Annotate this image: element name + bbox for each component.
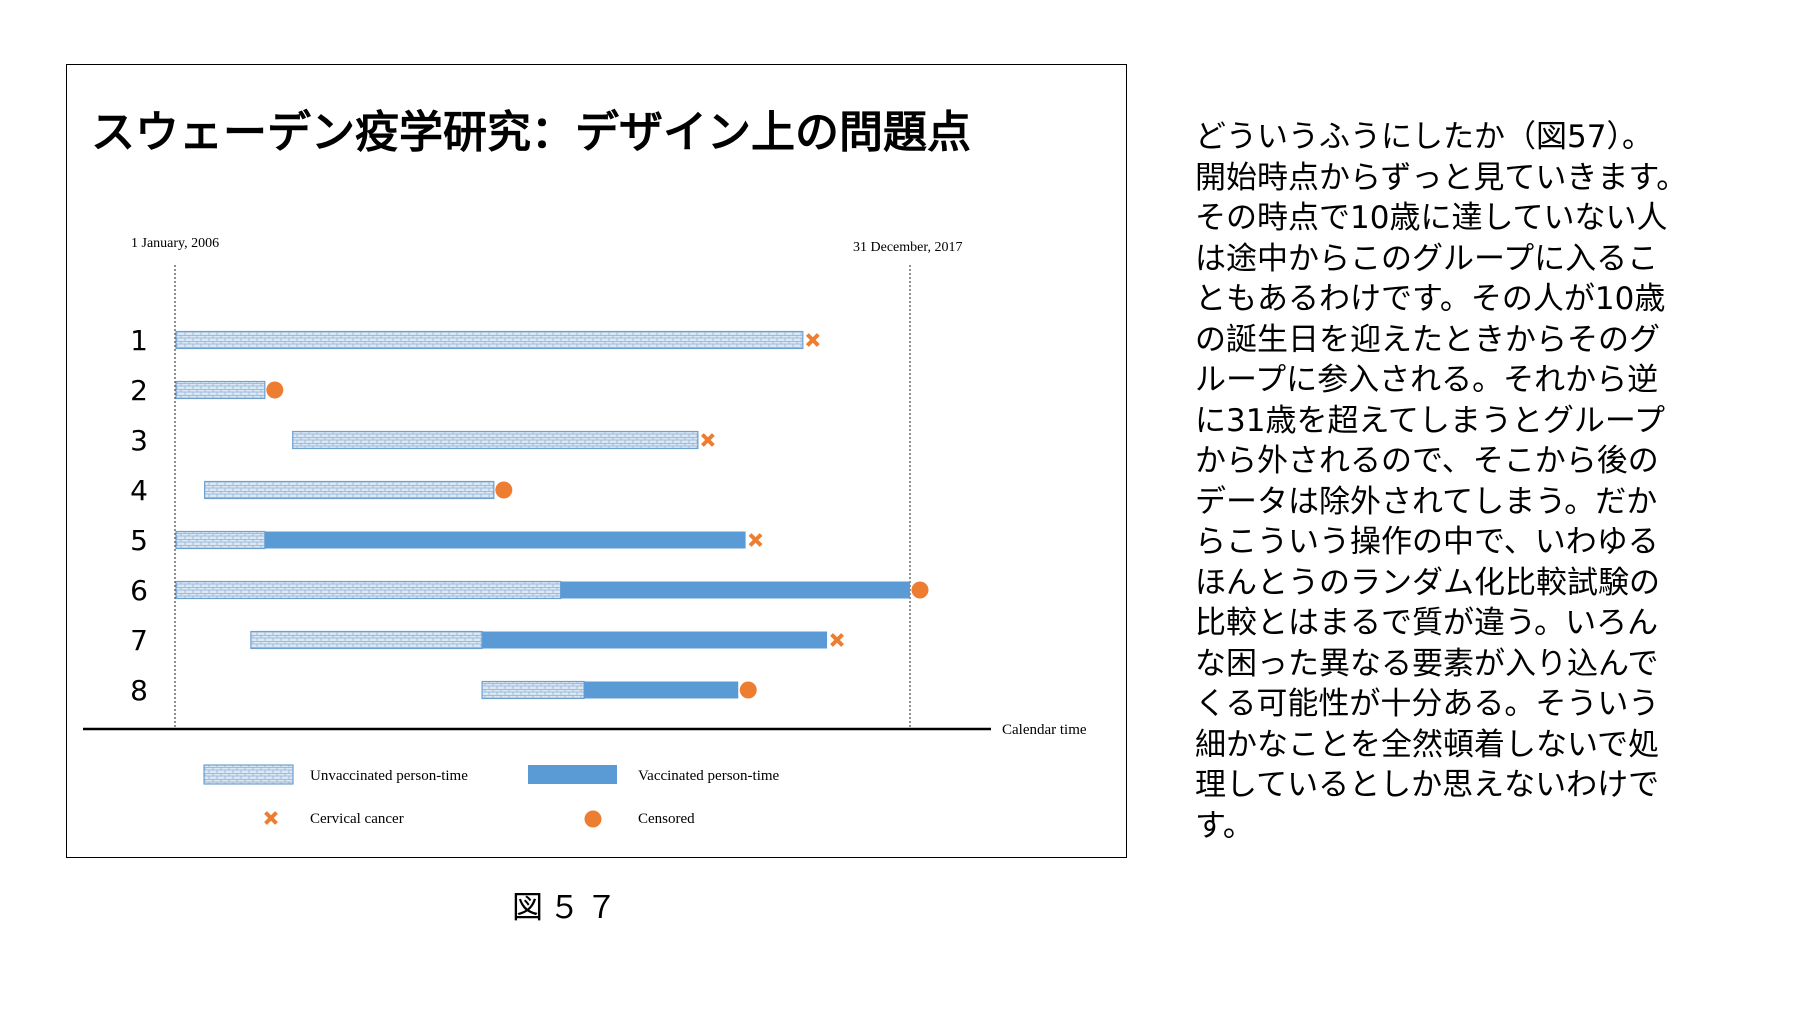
- text-line: の誕生日を迎えたときからそのグ: [1195, 321, 1660, 358]
- cervical-cancer-marker: [830, 633, 844, 647]
- text-line: らこういう操作の中で、いわゆる: [1195, 524, 1659, 560]
- unvaccinated-bar: [292, 430, 699, 450]
- unvaccinated-bar: [175, 380, 266, 400]
- axis-label: Calendar time: [1002, 722, 1087, 738]
- unvaccinated-bar: [481, 680, 585, 700]
- unvaccinated-bar: [204, 480, 495, 500]
- censored-marker: [495, 481, 513, 499]
- text-line: データは除外されてしまう。だか: [1195, 483, 1658, 520]
- cervical-cancer-marker: [748, 533, 763, 547]
- row-label: 1: [130, 324, 148, 357]
- row-label: 5: [130, 524, 148, 557]
- legend-cancer-label: Cervical cancer: [310, 811, 404, 827]
- legend: Unvaccinated person-time Vaccinated pers…: [203, 764, 780, 828]
- text-line: す。: [1195, 807, 1254, 844]
- unvaccinated-bar: [175, 530, 266, 550]
- vaccinated-bar: [482, 631, 828, 649]
- figure-caption: 図５７: [512, 890, 623, 926]
- figure-title: スウェーデン疫学研究：デザイン上の問題点: [91, 107, 971, 158]
- text-line: は途中からこのグループに入るこ: [1195, 240, 1659, 277]
- unvaccinated-bar: [250, 630, 483, 650]
- text-line: な困った異なる要素が入り込んで: [1195, 645, 1659, 682]
- figure-frame: スウェーデン疫学研究：デザイン上の問題点 1 January, 2006 31 …: [66, 64, 1127, 858]
- legend-unvaccinated-swatch: [203, 764, 294, 785]
- legend-vaccinated-swatch: [528, 765, 617, 784]
- row-label: 7: [130, 624, 148, 657]
- legend-censored-label: Censored: [638, 811, 695, 827]
- text-line: 理しているとしか思えないわけで: [1195, 767, 1660, 803]
- row-label: 3: [130, 424, 148, 457]
- text-line: ほんとうのランダム化比較試験の: [1195, 564, 1660, 601]
- censored-marker: [739, 681, 757, 699]
- legend-vaccinated-label: Vaccinated person-time: [638, 768, 780, 784]
- legend-unvaccinated-label: Unvaccinated person-time: [310, 768, 468, 784]
- text-line: に31歳を超えてしまうとグループ: [1195, 402, 1666, 439]
- row-label: 2: [130, 374, 148, 407]
- unvaccinated-bar: [175, 330, 804, 350]
- legend-cancer-marker: [264, 811, 278, 825]
- vaccinated-bar: [264, 531, 746, 549]
- text-line: その時点で10歳に達していない人: [1195, 200, 1668, 236]
- end-date-label: 31 December, 2017: [853, 240, 962, 255]
- text-line: 開始時点からずっと見ていきます。: [1195, 159, 1688, 196]
- censored-marker: [266, 381, 284, 399]
- timeline-diagram: 1 January, 2006 31 December, 2017 Calend…: [83, 236, 1087, 828]
- text-line: ループに参入される。それから逆: [1195, 362, 1659, 398]
- vaccinated-bar: [584, 681, 739, 699]
- start-date-label: 1 January, 2006: [131, 236, 219, 251]
- unvaccinated-bar: [175, 580, 562, 600]
- text-line: から外されるので、そこから後の: [1195, 443, 1659, 479]
- row-label: 4: [130, 474, 148, 507]
- row-label: 6: [130, 574, 148, 607]
- cervical-cancer-marker: [805, 333, 820, 347]
- vaccinated-bar: [560, 581, 910, 599]
- text-line: ともあるわけです。その人が10歳: [1195, 281, 1666, 317]
- text-line: 細かなことを全然頓着しないで処: [1195, 726, 1660, 763]
- text-line: どういうふうにしたか（図57）。: [1195, 119, 1653, 155]
- cervical-cancer-marker: [700, 433, 715, 447]
- text-line: 比較とはまるで質が違う。いろん: [1195, 605, 1659, 641]
- row-label: 8: [130, 674, 148, 707]
- censored-marker: [911, 581, 929, 599]
- text-line: くる可能性が十分ある。そういう: [1195, 686, 1660, 722]
- timeline-rows: 1 2 3 4 5 6 7 8: [130, 324, 929, 707]
- legend-censored-marker: [584, 810, 602, 828]
- explanation-text: どういうふうにしたか（図57）。 開始時点からずっと見ていきます。 その時点で10歳…: [1195, 117, 1755, 846]
